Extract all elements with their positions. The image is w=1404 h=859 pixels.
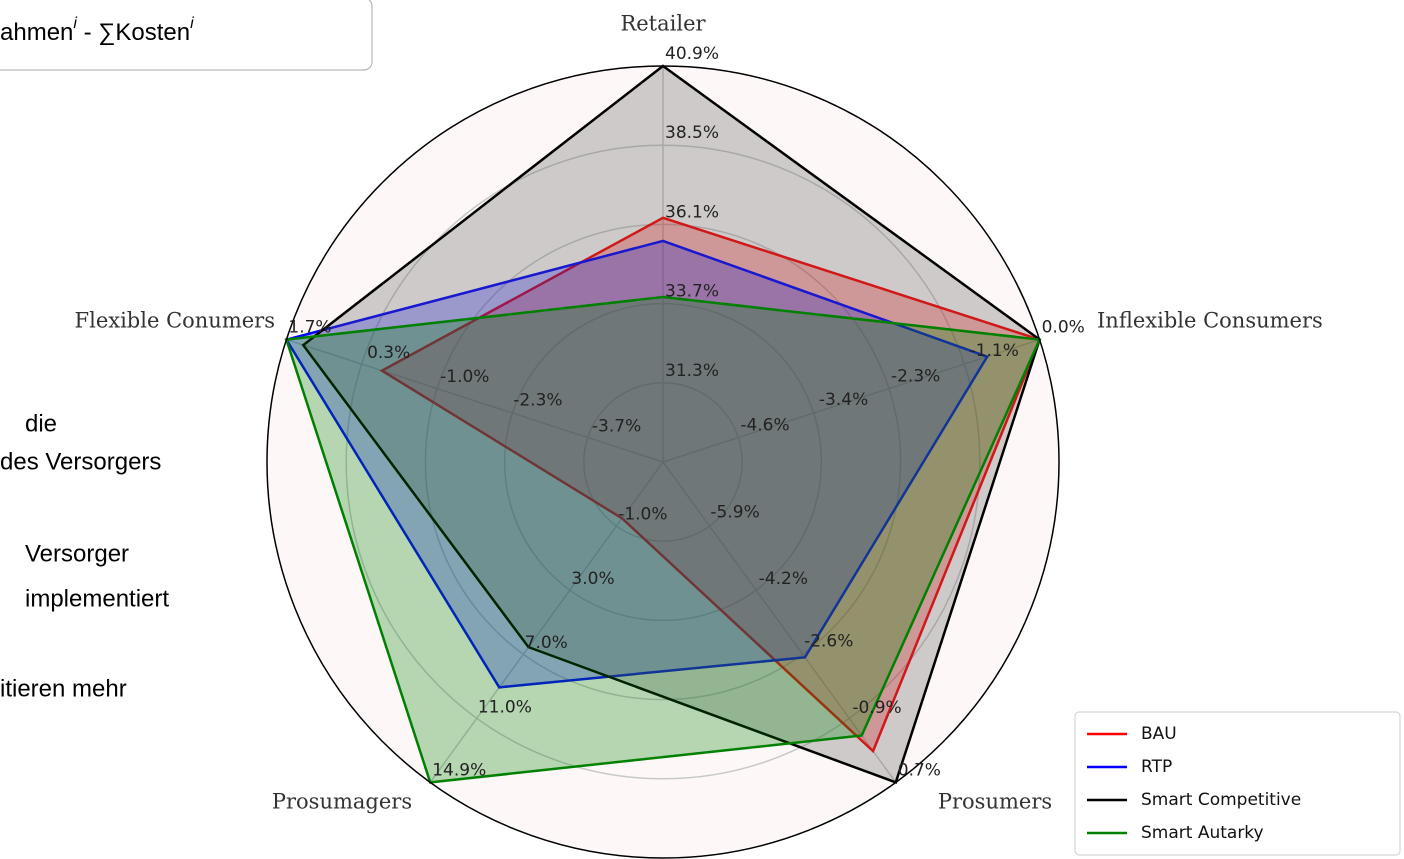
tick-label: 3.0% [571, 569, 614, 589]
series-line [301, 64, 1042, 784]
formula-sup: i [73, 15, 77, 32]
tick-label: -4.2% [759, 569, 808, 589]
formula-part: ahmen [0, 19, 73, 46]
side-text: itieren mehr [0, 675, 127, 702]
formula-box [0, 0, 373, 71]
series-area [303, 66, 1040, 783]
tick-label: -0.9% [852, 698, 901, 718]
legend-label: BAU [1141, 724, 1177, 744]
tick-label: 36.1% [665, 202, 719, 222]
tick-label: 0.3% [367, 343, 410, 363]
axis-label: Inflexible Consumers [1097, 309, 1323, 333]
tick-label: 11.0% [478, 698, 532, 718]
series-area [286, 240, 988, 688]
tick-label: -3.4% [819, 390, 868, 410]
series-area [286, 297, 1040, 783]
tick-label: -1.0% [618, 504, 667, 524]
tick-label: 0.7% [898, 760, 941, 780]
tick-label: 38.5% [665, 123, 719, 143]
tick-label: -4.6% [740, 416, 789, 436]
tick-label: -1.1% [970, 341, 1019, 361]
side-text: implementiert [25, 585, 169, 612]
spoke [429, 461, 664, 783]
series-line [284, 239, 990, 689]
legend-box [1074, 711, 1401, 856]
formula-sup: i [190, 15, 194, 32]
tick-label: 7.0% [525, 633, 568, 653]
tick-label: -3.7% [592, 416, 641, 436]
tick-label: -2.3% [891, 367, 940, 387]
series-area [381, 217, 1040, 752]
tick-label: 0.0% [1042, 318, 1085, 338]
tick-label: 40.9% [665, 44, 719, 64]
legend-label: Smart Competitive [1141, 790, 1301, 810]
formula-part: - ∑Kosten [77, 19, 190, 46]
tick-label: 14.9% [432, 760, 486, 780]
radar-chart: 31.3% 33.7% 36.1% 38.5% 40.9% -4.6% -3.4% -2.3%… [75, 12, 1401, 859]
legend-label: Smart Autarky [1141, 823, 1264, 843]
tick-label: -1.0% [440, 367, 489, 387]
axis-label: Retailer [620, 12, 706, 36]
legend-label: RTP [1141, 757, 1172, 777]
axis-label: Prosumers [938, 790, 1052, 814]
series-line [379, 216, 1042, 754]
spoke [662, 338, 1040, 463]
side-text: die [25, 410, 57, 437]
tick-label: 33.7% [665, 282, 719, 302]
spoke [662, 461, 897, 783]
tick-label: -2.6% [804, 631, 853, 651]
plot-border [266, 65, 1060, 859]
tick-label: 1.7% [288, 318, 331, 338]
side-text: Versorger [25, 540, 129, 567]
axis-label: Flexible Conumers [75, 309, 275, 333]
spoke [286, 338, 664, 463]
tick-label: 31.3% [665, 361, 719, 381]
side-text: des Versorgers [0, 448, 161, 475]
tick-label: -5.9% [710, 503, 759, 523]
formula-text: ahmeni - ∑Kosteni [0, 15, 194, 46]
series-line [284, 295, 1042, 784]
axis-label: Prosumagers [272, 790, 412, 814]
tick-label: -2.3% [513, 391, 562, 411]
